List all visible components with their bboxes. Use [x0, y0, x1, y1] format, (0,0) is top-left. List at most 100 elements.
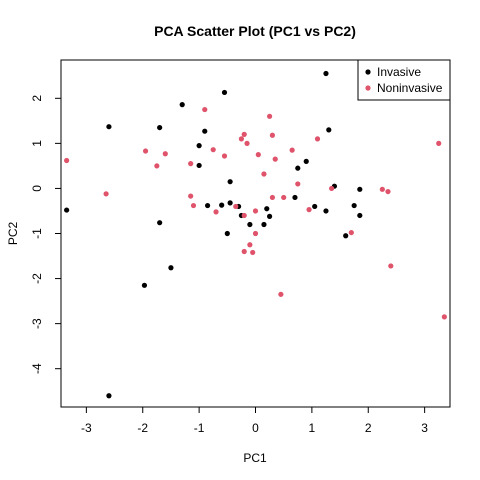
point-invasive [196, 162, 202, 169]
point-invasive [351, 202, 357, 209]
x-tick-label: 3 [421, 421, 428, 435]
point-noninvasive [281, 194, 287, 201]
point-noninvasive [252, 208, 259, 214]
y-axis-title: PC2 [6, 222, 20, 246]
point-invasive [303, 158, 309, 164]
point-noninvasive [272, 156, 278, 162]
point-invasive [219, 202, 225, 208]
x-tick-label: 2 [365, 421, 372, 435]
y-tick-label: -1 [30, 228, 44, 239]
point-invasive [202, 128, 208, 134]
y-tick-label: 1 [30, 140, 44, 147]
chart-title: PCA Scatter Plot (PC1 vs PC2) [154, 23, 356, 39]
point-invasive [323, 70, 329, 77]
point-noninvasive [379, 186, 385, 192]
point-noninvasive [388, 263, 394, 269]
point-noninvasive [190, 202, 197, 209]
point-noninvasive [202, 106, 208, 113]
y-tick-label: 2 [30, 95, 44, 102]
point-noninvasive [252, 230, 259, 237]
point-invasive [227, 179, 233, 185]
y-tick-label: -2 [30, 273, 44, 284]
x-axis-title: PC1 [243, 451, 267, 465]
point-invasive [357, 186, 363, 192]
point-noninvasive [241, 212, 247, 219]
point-invasive [266, 213, 273, 219]
y-tick-label: -3 [30, 318, 44, 329]
point-noninvasive [250, 249, 256, 256]
point-invasive [106, 124, 112, 130]
point-invasive [227, 200, 233, 206]
y-tick-label: -4 [30, 363, 44, 374]
point-noninvasive [269, 132, 276, 138]
point-noninvasive [64, 157, 70, 164]
x-tick-label: -2 [137, 421, 148, 435]
point-noninvasive [188, 161, 194, 167]
point-invasive [343, 233, 349, 239]
point-invasive [247, 221, 253, 228]
point-noninvasive [221, 153, 228, 159]
point-invasive [357, 212, 363, 219]
point-noninvasive [436, 140, 442, 146]
point-noninvasive [329, 185, 335, 192]
point-noninvasive [162, 151, 168, 157]
point-invasive [106, 393, 112, 399]
point-invasive [224, 230, 230, 237]
point-noninvasive [244, 140, 250, 146]
point-noninvasive [255, 152, 261, 158]
point-noninvasive [213, 209, 219, 215]
point-invasive [264, 206, 270, 212]
point-noninvasive [103, 191, 109, 197]
point-noninvasive [348, 229, 354, 236]
point-noninvasive [210, 147, 216, 153]
point-noninvasive [241, 131, 247, 137]
point-invasive [323, 208, 329, 214]
point-noninvasive [142, 148, 149, 154]
x-tick-label: -1 [194, 421, 205, 435]
point-noninvasive [154, 163, 160, 169]
point-invasive [204, 202, 211, 209]
legend-swatch-noninvasive [365, 85, 371, 91]
point-invasive [295, 165, 301, 171]
legend: Invasive Noninvasive [357, 59, 451, 101]
point-noninvasive [233, 203, 239, 210]
point-noninvasive [269, 194, 276, 201]
point-noninvasive [266, 113, 273, 119]
x-axis: -3 -2 -1 0 1 2 3 [81, 406, 428, 435]
x-tick-label: 1 [309, 421, 316, 435]
point-noninvasive [295, 181, 301, 187]
point-noninvasive [385, 188, 391, 195]
point-noninvasive [238, 136, 245, 142]
point-invasive [168, 265, 174, 271]
point-noninvasive [314, 136, 321, 142]
point-invasive [196, 143, 202, 149]
y-tick-label: 0 [30, 185, 44, 192]
point-noninvasive [306, 207, 312, 213]
point-noninvasive [261, 171, 267, 177]
legend-label-noninvasive: Noninvasive [377, 81, 443, 95]
x-tick-label: -3 [81, 421, 92, 435]
y-axis: -4 -3 -2 -1 0 1 2 [30, 95, 62, 374]
legend-label-invasive: Invasive [377, 65, 421, 79]
point-invasive [312, 203, 318, 210]
point-noninvasive [289, 147, 295, 153]
point-noninvasive [241, 248, 247, 255]
point-invasive [157, 124, 163, 131]
point-invasive [64, 207, 70, 213]
x-tick-label: 0 [252, 421, 259, 435]
point-invasive [179, 102, 185, 108]
point-noninvasive [247, 242, 253, 248]
point-noninvasive [188, 193, 194, 199]
point-invasive [157, 220, 163, 226]
point-invasive [141, 282, 148, 288]
point-invasive [326, 127, 332, 133]
point-invasive [292, 194, 298, 201]
point-invasive [261, 221, 267, 228]
point-invasive [221, 89, 228, 96]
point-noninvasive [278, 291, 284, 297]
legend-box [357, 59, 451, 101]
data-points [64, 70, 447, 399]
legend-swatch-invasive [365, 69, 371, 75]
point-noninvasive [441, 314, 447, 320]
